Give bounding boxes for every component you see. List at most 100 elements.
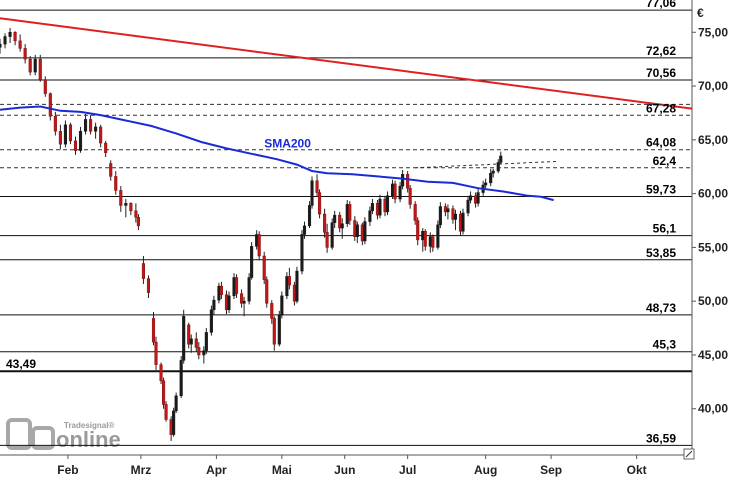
x-tick-label: Mai [272, 463, 292, 477]
candle [363, 217, 367, 245]
currency-label: € [697, 6, 704, 20]
x-tick-label: Jul [399, 463, 416, 477]
candle-body [398, 185, 402, 200]
candle [484, 178, 488, 189]
candle [436, 220, 440, 250]
candle-body [443, 206, 447, 213]
candle [53, 111, 57, 136]
candle [0, 38, 2, 54]
candle-body [141, 263, 145, 279]
candle [300, 230, 304, 275]
candle-body [406, 174, 410, 189]
candle [499, 151, 503, 165]
candle [257, 231, 261, 261]
candle [187, 322, 191, 349]
candle-body [43, 79, 47, 94]
candle [174, 392, 178, 414]
candle [416, 217, 420, 246]
candle [227, 291, 231, 314]
candle [240, 289, 244, 308]
level-label-9: 48,73 [646, 301, 676, 315]
candle [489, 168, 493, 187]
candle-body [272, 318, 276, 345]
candle-body [484, 182, 488, 186]
candle-body [345, 204, 349, 224]
candle [368, 206, 372, 226]
candle-body [63, 124, 67, 145]
candle-body [3, 36, 7, 45]
candle [385, 191, 390, 216]
candle-body [182, 315, 186, 361]
candle-body [461, 212, 465, 232]
candle-body [189, 338, 193, 345]
candle [151, 311, 156, 346]
candle [285, 272, 289, 300]
candle-body [375, 203, 380, 216]
resistance-trendline [0, 17, 693, 110]
candle-body [431, 236, 435, 248]
candle-body [499, 155, 503, 163]
y-tick-label: 55,00 [698, 240, 728, 254]
candle-body [353, 220, 357, 237]
candle [8, 27, 12, 44]
candle [250, 242, 254, 280]
candle [234, 274, 239, 298]
candle-body [240, 293, 244, 304]
candle-body [325, 232, 329, 248]
candle [242, 296, 246, 317]
candle-body [124, 203, 128, 206]
candle-body [68, 124, 73, 142]
candle-body [212, 299, 216, 311]
candle [330, 218, 334, 250]
candle-body [224, 294, 229, 311]
candle [141, 256, 145, 284]
candle-body [428, 236, 432, 247]
candle [18, 34, 22, 52]
candle-body [385, 195, 390, 213]
candle-body [421, 231, 425, 241]
level-label-3: 67,28 [646, 101, 676, 115]
candle [124, 198, 128, 218]
candle-body [134, 210, 138, 218]
candle-body [23, 48, 27, 60]
candle-body [33, 58, 37, 73]
candle [89, 115, 93, 135]
candle-body [391, 183, 395, 197]
candle-body [136, 217, 140, 227]
candle-body [164, 404, 168, 420]
candle-body [393, 183, 397, 200]
candle-body [302, 225, 307, 235]
resize-grip-icon[interactable] [683, 448, 695, 460]
candle-body [423, 231, 427, 247]
candle-body [436, 224, 440, 248]
candle [202, 346, 206, 364]
trendline-layer [0, 17, 693, 169]
candle-body [340, 223, 344, 229]
candle-body [146, 278, 151, 293]
y-tick-label: 75,00 [698, 25, 728, 39]
level-label-12: 36,59 [646, 431, 676, 445]
candle-body [262, 255, 266, 280]
level-label-0: 77,06 [646, 0, 676, 10]
candle-body [227, 295, 231, 311]
candle-body [94, 126, 98, 132]
level-label-10: 45,3 [653, 338, 677, 352]
candle [172, 407, 176, 437]
candle [453, 209, 458, 231]
level-label-4: 64,08 [646, 136, 676, 150]
candle-body [348, 204, 352, 221]
candle [496, 159, 500, 174]
candle-body [383, 198, 387, 213]
candle-body [333, 214, 337, 223]
candle [164, 401, 168, 422]
candle-body [413, 204, 417, 221]
candle [310, 176, 314, 209]
candle [272, 316, 276, 351]
candle [94, 122, 98, 139]
candle-body [438, 206, 442, 226]
x-tick-label: Aug [474, 463, 497, 477]
level-label-7: 56,1 [653, 222, 677, 236]
candle [104, 140, 108, 158]
candle [446, 204, 450, 220]
